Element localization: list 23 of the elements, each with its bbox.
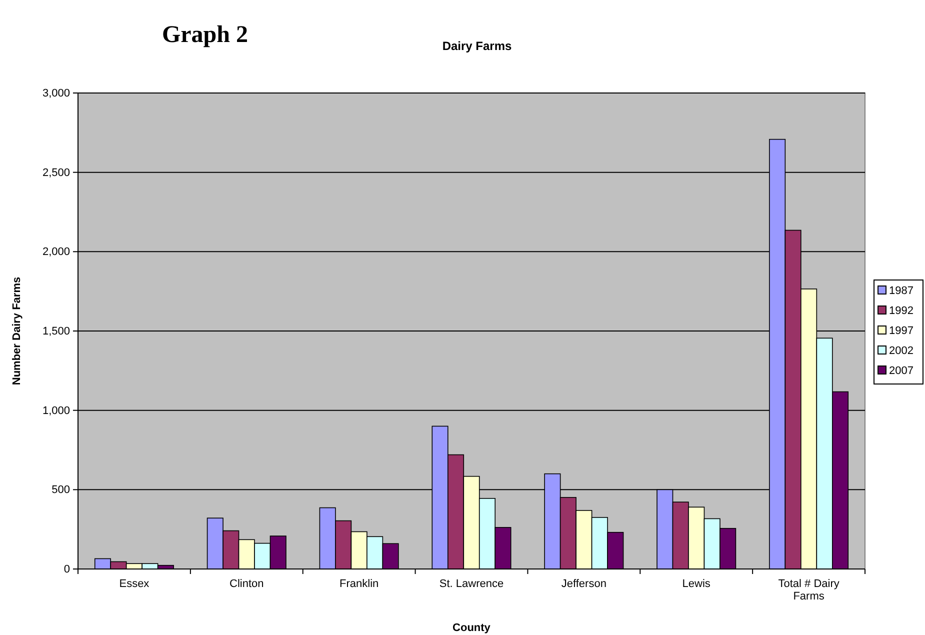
- x-tick-label: Total # Dairy Farms: [778, 578, 840, 602]
- legend-label: 1992: [889, 305, 914, 317]
- x-tick-label: Essex: [119, 578, 150, 590]
- y-tick-label: 0: [64, 564, 70, 576]
- y-axis-title: Number Dairy Farms: [11, 276, 23, 386]
- x-tick-label: Clinton: [230, 578, 264, 590]
- x-tick-label: St. Lawrence: [439, 578, 504, 590]
- y-tick-label: 500: [52, 484, 70, 496]
- y-tick-label: 1,500: [42, 326, 70, 338]
- x-tick-label: Franklin: [340, 578, 379, 590]
- x-axis-title: County: [452, 622, 492, 634]
- legend-label: 1987: [889, 285, 914, 297]
- legend-label: 1997: [889, 325, 914, 337]
- legend-label: 2007: [889, 365, 914, 377]
- y-tick-label: 2,500: [42, 166, 70, 179]
- y-tick-label: 3,000: [42, 88, 70, 100]
- chart-title: Graph 2: [162, 22, 248, 48]
- chart-subtitle: Dairy Farms: [442, 39, 512, 53]
- y-tick-label: 1,000: [42, 404, 70, 417]
- x-tick-label: Lewis: [682, 578, 711, 590]
- y-tick-label: 2,000: [42, 246, 70, 258]
- x-tick-label: Jefferson: [561, 578, 606, 590]
- legend-label: 2002: [889, 345, 914, 357]
